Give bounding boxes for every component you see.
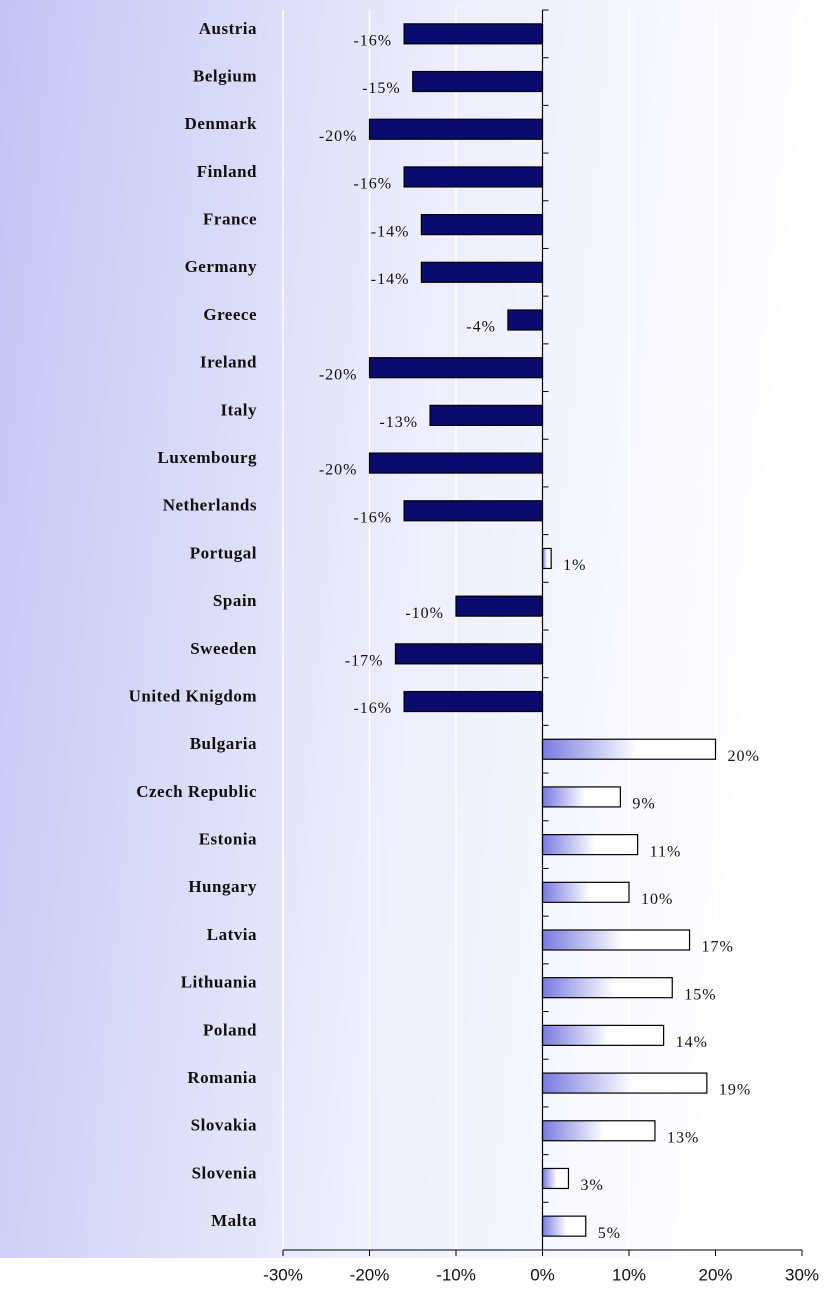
category-label: Germany [185, 257, 257, 276]
bar [455, 595, 544, 617]
data-label: -16% [353, 33, 392, 50]
category-label: Ireland [200, 353, 257, 372]
category-label: Estonia [199, 830, 257, 849]
category-label: Bulgaria [190, 734, 257, 753]
data-label: -14% [371, 223, 410, 240]
data-label: 1% [563, 557, 586, 574]
data-label: 19% [719, 1082, 751, 1099]
bar [403, 166, 544, 188]
category-label: Portugal [190, 543, 257, 562]
category-label: Italy [221, 400, 258, 419]
data-label: -16% [353, 176, 392, 193]
data-label: -20% [319, 462, 358, 479]
bar [368, 118, 544, 140]
bar-base [543, 1121, 655, 1141]
data-label: 9% [632, 796, 655, 813]
category-label: Greece [203, 305, 257, 324]
bar-base [543, 930, 690, 950]
data-label: 17% [702, 939, 734, 956]
category-label: Malta [211, 1211, 257, 1230]
category-label: Spain [213, 591, 257, 610]
x-tick-label: 30% [785, 1265, 819, 1284]
bar [403, 23, 544, 45]
bar-base [543, 835, 638, 855]
category-label: Slovenia [192, 1163, 257, 1182]
data-label: 10% [641, 891, 673, 908]
category-label: Czech Republic [136, 782, 257, 801]
category-label: Netherlands [163, 496, 257, 515]
data-label: 5% [598, 1225, 621, 1242]
category-label: Romania [187, 1068, 257, 1087]
bar [412, 70, 544, 93]
data-label: -10% [405, 605, 444, 622]
bar-base [543, 978, 673, 998]
data-label: -20% [319, 128, 358, 145]
bar [368, 452, 544, 474]
bar [403, 690, 544, 713]
bar [420, 261, 544, 283]
data-label: -17% [345, 653, 384, 670]
category-label: Lithuania [181, 973, 257, 992]
bar-base [543, 787, 621, 807]
bar [507, 309, 544, 331]
bar-base [543, 1216, 586, 1236]
x-tick-label: -20% [350, 1265, 390, 1284]
category-label: Latvia [207, 925, 257, 944]
category-label: Finland [197, 162, 257, 181]
bar-base [543, 1168, 569, 1188]
category-label: France [203, 210, 257, 229]
category-label: Poland [203, 1020, 257, 1039]
bar-base [543, 882, 630, 902]
data-label: 13% [667, 1129, 699, 1146]
category-label: Luxembourg [158, 448, 257, 467]
category-label: Denmark [185, 114, 257, 133]
data-label: -20% [319, 366, 358, 383]
data-label: 11% [650, 843, 682, 860]
x-tick-label: 20% [698, 1265, 732, 1284]
data-label: 14% [676, 1034, 708, 1051]
x-tick-label: -30% [263, 1265, 303, 1284]
bar [420, 214, 544, 236]
bar-base [543, 1025, 664, 1045]
data-label: 15% [684, 986, 716, 1003]
bar [368, 357, 544, 379]
category-label: United Knigdom [129, 686, 257, 705]
bar-base [543, 1073, 707, 1093]
data-label: -16% [353, 509, 392, 526]
data-label: -16% [353, 700, 392, 717]
data-label: 3% [580, 1177, 603, 1194]
data-label: 20% [728, 748, 760, 765]
category-label: Austria [199, 19, 257, 38]
category-label: Hungary [188, 877, 257, 896]
bar [403, 500, 544, 522]
bar [429, 404, 544, 426]
data-label: -13% [379, 414, 418, 431]
bar-base [543, 548, 552, 568]
bar-base [543, 739, 716, 759]
x-tick-label: 0% [530, 1265, 555, 1284]
data-label: -15% [362, 80, 401, 97]
data-label: -4% [466, 319, 496, 336]
bar [394, 643, 544, 665]
category-label: Slovakia [191, 1116, 257, 1135]
category-label: Belgium [193, 66, 257, 85]
category-label: Sweeden [190, 639, 257, 658]
x-tick-label: 10% [612, 1265, 646, 1284]
data-label: -14% [371, 271, 410, 288]
background [0, 0, 830, 1258]
x-tick-label: -10% [436, 1265, 476, 1284]
